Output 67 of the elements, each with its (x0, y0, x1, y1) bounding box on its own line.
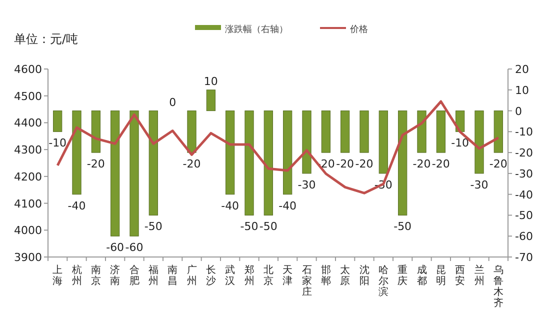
x-tick-label: 乌鲁木齐 (493, 264, 504, 309)
data-label: -60 (125, 241, 144, 254)
y2-tick-label: 0 (515, 104, 522, 118)
data-label: 10 (204, 74, 218, 88)
legend-label: 涨跌幅（右轴） (225, 24, 288, 35)
data-label: -40 (221, 199, 240, 212)
x-tick-label: 武汉 (225, 264, 236, 287)
x-tick-label: 天津 (282, 265, 293, 287)
y-tick-label: 4400 (14, 116, 42, 130)
x-tick-label: 福州 (148, 264, 158, 287)
y-tick-label: 4000 (14, 224, 42, 238)
x-tick-label: 哈尔滨 (378, 264, 388, 298)
x-tick-label: 北京 (263, 264, 274, 287)
y2-tick-label: -10 (515, 126, 533, 139)
y-tick-label: 4500 (14, 90, 42, 103)
x-tick-label: 长沙 (206, 264, 216, 287)
y-tick-label: 3900 (14, 251, 42, 264)
data-label: -50 (394, 220, 412, 234)
data-label: -20 (86, 158, 105, 171)
x-tick-label: 广州 (186, 264, 197, 287)
x-tick-label: 邯郸 (320, 264, 331, 287)
y2-tick-label: -60 (515, 230, 533, 244)
x-tick-label: 合肥 (129, 264, 140, 287)
data-label: -30 (298, 178, 316, 192)
data-label: -20 (412, 158, 431, 171)
x-tick-label: 南昌 (168, 264, 178, 287)
text: 单位：元/吨 (14, 32, 78, 46)
y-tick-label: 4300 (14, 144, 42, 157)
x-tick-label: 南京 (90, 264, 101, 287)
y2-tick-label: 10 (515, 84, 529, 97)
x-tick-label: 杭州 (70, 264, 82, 287)
x-tick-label: 沈阳 (359, 264, 370, 287)
data-label: -50 (240, 220, 258, 234)
y-tick-label: 4600 (14, 63, 42, 76)
data-label: -20 (355, 158, 374, 171)
x-tick-label: 昆明 (436, 265, 446, 287)
data-label: -20 (182, 158, 201, 171)
data-label: -60 (106, 241, 124, 254)
legend-label: 价格 (349, 24, 368, 35)
data-label: -40 (278, 199, 297, 212)
y2-tick-label: -70 (515, 251, 533, 264)
data-label: -10 (451, 136, 470, 150)
y-tick-label: 4200 (14, 170, 42, 184)
y2-tick-label: -30 (515, 167, 533, 180)
x-tick-label: 重庆 (398, 264, 408, 287)
x-tick-label: 成都 (416, 264, 427, 287)
x-tick-label: 兰州 (474, 264, 484, 287)
data-label: 0 (169, 96, 176, 109)
x-tick-label: 郑州 (244, 264, 254, 287)
data-label: -10 (48, 136, 67, 150)
data-label: -40 (68, 199, 86, 212)
x-tick-label: 上海 (52, 264, 63, 287)
x-tick-label: 太原 (340, 264, 350, 287)
data-label: -20 (336, 158, 354, 171)
x-tick-label: 西安 (455, 265, 466, 287)
data-label: -20 (432, 158, 450, 171)
y2-tick-label: -40 (515, 188, 533, 202)
data-label: -20 (489, 158, 508, 171)
y2-tick-label: -20 (515, 146, 533, 160)
y-tick-label: 4100 (14, 197, 42, 210)
y2-tick-label: 20 (515, 63, 529, 76)
x-tick-label: 石家庄 (302, 265, 312, 298)
data-label: -50 (144, 220, 162, 234)
x-tick-label: 济南 (110, 264, 120, 287)
data-label: -50 (259, 220, 278, 234)
y2-tick-label: -50 (515, 209, 533, 222)
data-label: -30 (470, 178, 488, 192)
